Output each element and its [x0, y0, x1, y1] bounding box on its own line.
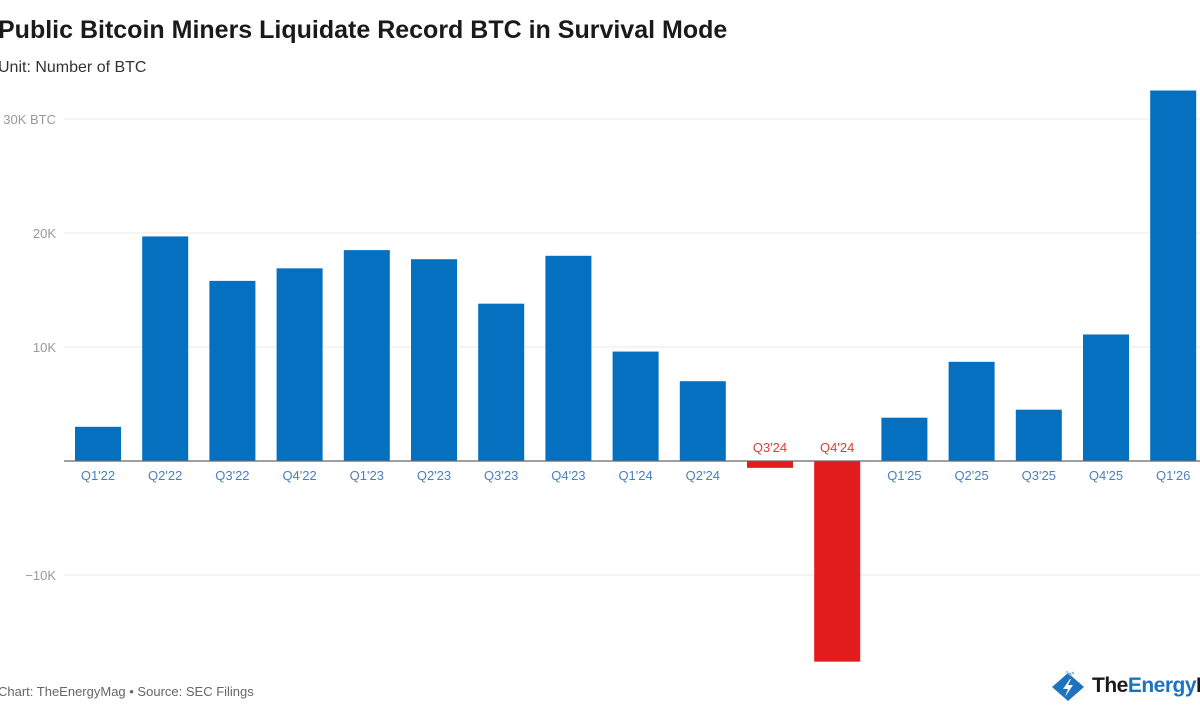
- publisher-logo[interactable]: TheEnergyMag: [1050, 670, 1200, 702]
- x-tick-label: Q4'22: [282, 468, 316, 483]
- x-tick-label: Q2'24: [686, 468, 720, 483]
- x-tick-label: Q3'22: [215, 468, 249, 483]
- bar-Q1'25[interactable]: [881, 417, 928, 461]
- bar-Q2'24[interactable]: [679, 381, 726, 461]
- bar-Q3'22[interactable]: [209, 280, 256, 461]
- chart-subtitle: Unit: Number of BTC: [0, 59, 147, 76]
- logo-text-mag: Mag: [1196, 674, 1200, 697]
- lightning-diamond-icon: [1052, 671, 1084, 701]
- logo-text: TheEnergyMag: [1092, 674, 1200, 698]
- bars: [75, 90, 1197, 662]
- bar-Q1'24[interactable]: [612, 351, 659, 461]
- x-tick-label: Q1'24: [618, 468, 652, 483]
- y-tick-label: 20K: [33, 226, 56, 241]
- bar-Q4'22[interactable]: [276, 268, 323, 461]
- x-tick-label: Q1'23: [350, 468, 384, 483]
- bar-Q2'25[interactable]: [948, 361, 995, 461]
- y-tick-label: 10K: [33, 340, 56, 355]
- bar-Q1'26[interactable]: [1150, 90, 1197, 462]
- bar-Q3'25[interactable]: [1015, 409, 1062, 461]
- bar-Q4'24[interactable]: [814, 461, 861, 662]
- logo-text-energy: Energy: [1127, 674, 1197, 697]
- chart-title: Public Bitcoin Miners Liquidate Record B…: [0, 16, 728, 44]
- x-tick-label: Q2'25: [954, 468, 988, 483]
- x-tick-label: Q2'22: [148, 468, 182, 483]
- x-tick-label: Q4'24: [820, 440, 854, 455]
- tick-labels: 30K BTC 20K 10K −10K Q1'22 Q2'22 Q3'22 Q4'22 Q1'…: [3, 112, 1190, 583]
- bar-Q3'24[interactable]: [747, 461, 793, 468]
- bar-Q3'23[interactable]: [478, 303, 525, 461]
- x-tick-label: Q1'25: [887, 468, 921, 483]
- x-tick-label: Q4'23: [551, 468, 585, 483]
- x-tick-label: Q1'26: [1156, 468, 1190, 483]
- x-tick-label: Q2'23: [417, 468, 451, 483]
- bar-Q1'22[interactable]: [75, 426, 121, 461]
- x-tick-label: Q3'25: [1022, 468, 1056, 483]
- bar-Q2'23[interactable]: [411, 259, 457, 461]
- x-tick-label: Q3'23: [484, 468, 518, 483]
- bar-Q4'25[interactable]: [1083, 334, 1129, 461]
- y-tick-label: −10K: [25, 568, 56, 583]
- x-tick-label: Q4'25: [1089, 468, 1123, 483]
- x-tick-label: Q1'22: [81, 468, 115, 483]
- logo-text-the: The: [1092, 674, 1128, 697]
- x-tick-label: Q3'24: [753, 440, 787, 455]
- source-credit: Chart: TheEnergyMag • Source: SEC Filing…: [0, 684, 254, 699]
- bar-Q4'23[interactable]: [545, 255, 592, 461]
- bar-Q2'22[interactable]: [142, 236, 189, 461]
- bar-Q1'23[interactable]: [343, 250, 390, 461]
- y-tick-label: 30K BTC: [3, 112, 56, 127]
